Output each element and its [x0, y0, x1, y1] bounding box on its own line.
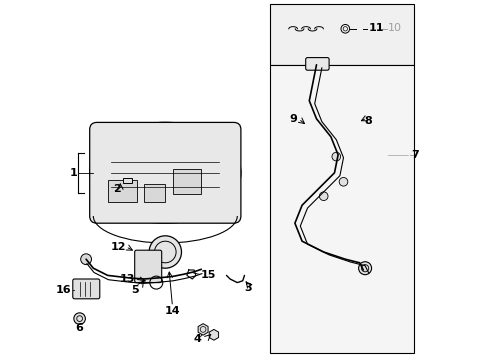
FancyBboxPatch shape	[134, 250, 162, 283]
Text: 5: 5	[131, 285, 138, 295]
Text: 13: 13	[120, 274, 135, 284]
Bar	[107, 180, 136, 202]
Text: 15: 15	[200, 270, 216, 280]
Circle shape	[319, 192, 327, 201]
Text: 14: 14	[164, 306, 180, 316]
FancyBboxPatch shape	[305, 58, 328, 70]
Text: 12: 12	[110, 242, 126, 252]
Text: 10: 10	[387, 23, 401, 33]
Circle shape	[358, 262, 371, 275]
Bar	[122, 178, 132, 183]
Text: 11: 11	[368, 23, 384, 33]
Bar	[143, 184, 165, 202]
Text: 6: 6	[76, 323, 83, 333]
Circle shape	[339, 177, 347, 186]
FancyBboxPatch shape	[73, 279, 100, 299]
Bar	[269, 65, 413, 353]
Ellipse shape	[89, 122, 241, 223]
Bar	[172, 169, 201, 194]
Circle shape	[331, 152, 340, 161]
Text: 4: 4	[193, 334, 201, 344]
Text: 7: 7	[411, 150, 419, 160]
Text: 8: 8	[364, 116, 372, 126]
Text: 3: 3	[244, 283, 251, 293]
FancyBboxPatch shape	[89, 122, 241, 223]
Circle shape	[74, 313, 85, 324]
Text: 2: 2	[113, 184, 121, 194]
Bar	[269, 4, 413, 65]
Text: 1: 1	[69, 168, 77, 178]
Circle shape	[81, 254, 91, 265]
Text: 9: 9	[288, 114, 296, 124]
Circle shape	[149, 236, 181, 268]
Text: 16: 16	[56, 285, 72, 295]
